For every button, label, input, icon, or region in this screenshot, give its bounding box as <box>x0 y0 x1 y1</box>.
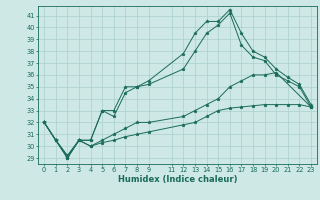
X-axis label: Humidex (Indice chaleur): Humidex (Indice chaleur) <box>118 175 237 184</box>
